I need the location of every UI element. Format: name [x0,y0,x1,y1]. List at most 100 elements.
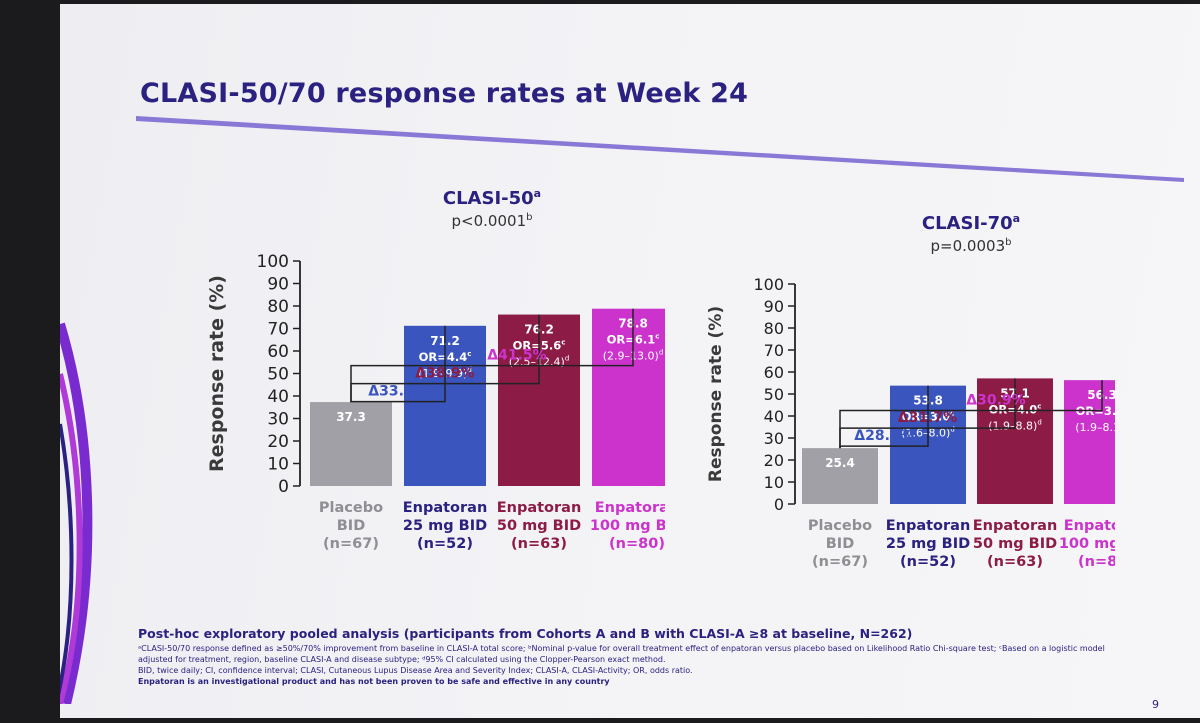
clasi-70-delta-label-0: Δ28.4% [854,428,913,444]
clasi-50-bar-ci-1: (1.9–9.9)d [418,366,472,380]
clasi-70-pvalue-sup: b [1005,237,1011,248]
clasi-50-bar-0 [310,402,392,486]
clasi-70-bar-or-text-2: OR=4.0 [989,402,1038,416]
clasi-70-ytick-label-50: 50 [764,385,784,404]
clasi-70-category-1-line-1: 25 mg BID [886,536,970,552]
clasi-70-category-0-line-0: Placebo [808,518,872,534]
clasi-70-category-1-line-0: Enpatoran [886,518,971,534]
clasi-50-title-text: CLASI-50 [443,188,534,209]
slide: CLASI-50/70 response rates at Week 24 CL… [60,4,1200,718]
clasi-50-bar-or-text-1: OR=4.4 [419,350,468,364]
footnote-heading: Post-hoc exploratory pooled analysis (pa… [138,626,913,641]
title-underline [136,116,1184,182]
clasi-70-category-0-line-2: (n=67) [812,554,868,570]
clasi-70-category-2-line-1: 50 mg BID [973,536,1057,552]
clasi-50-ytick-label-50: 50 [267,365,289,385]
clasi-70-bar-ci-1: (1.6–8.0)d [901,426,955,440]
clasi-50-ytick-label-30: 30 [267,410,289,430]
clasi-70-bar-ci-2: (1.9–8.8)d [988,418,1042,432]
clasi-70-ytick-label-0: 0 [774,495,784,514]
clasi-50-category-2-line-0: Enpatoran [497,500,582,516]
swoosh-stroke-2 [60,373,83,704]
clasi-50-bar-or-1: OR=4.4c [419,350,472,364]
clasi-50-ytick-label-90: 90 [267,275,289,295]
clasi-50-category-1-line-1: 25 mg BID [403,518,487,534]
clasi-70-bar-0 [802,448,878,504]
clasi-50-category-0-line-2: (n=67) [323,536,379,552]
clasi-70-ytick-label-20: 20 [764,451,784,470]
clasi-50-ytick-label-20: 20 [267,432,289,452]
clasi-50-category-3-line-0: Enpatoran [595,500,665,516]
clasi-50-category-2-line-1: 50 mg BID [497,518,581,534]
clasi-50-pvalue-sup: b [526,212,532,223]
clasi-70-bar-or-text-1: OR=3.6 [902,410,951,424]
clasi-50-bar-or-2: OR=5.6c [513,339,566,353]
clasi-50-bar-value-0: 37.3 [336,410,366,424]
clasi-50-bar-ci-sup-1: d [467,366,471,374]
clasi-70-bar-or-sup-1: c [950,410,954,418]
footnote-disclaimer: Enpatoran is an investigational product … [138,677,610,686]
title-underline-bar [136,116,1184,182]
clasi-70-delta-label-1: Δ31.7% [898,410,957,426]
clasi-70-category-0-line-1: BID [826,536,854,552]
clasi-50-ytick-label-80: 80 [267,297,289,317]
clasi-70-bar-ci-3: (1.9–8.1)d [1075,420,1115,434]
clasi-70-pvalue: p=0.0003b [931,237,1012,255]
clasi-70-ytick-label-80: 80 [764,319,784,338]
clasi-50-bar-ci-3: (2.9–13.0)d [603,349,664,363]
swoosh-stroke-1 [60,322,93,704]
clasi-50-bar-or-text-2: OR=5.6 [513,339,562,353]
clasi-70-category-3-line-0: Enpatoran [1064,518,1115,534]
footnotes: Post-hoc exploratory pooled analysis (pa… [138,626,1178,687]
swoosh-stroke-3 [60,423,74,696]
clasi-50-bar-or-text-3: OR=6.1 [607,333,656,347]
clasi-50-bar-or-sup-3: c [655,333,659,341]
clasi-70-bar-ci-sup-1: d [950,426,954,434]
footnote-line-2: adjusted for treatment, region, baseline… [138,655,666,664]
clasi-70-bar-or-1: OR=3.6c [902,410,955,424]
clasi-70-category-1-line-2: (n=52) [900,554,956,570]
clasi-70-bar-value-3: 56.3 [1087,388,1115,402]
clasi-50-category-1-line-0: Enpatoran [403,500,488,516]
clasi-70-bar-value-0: 25.4 [825,456,855,470]
clasi-50-bar-or-3: OR=6.1c [607,333,660,347]
clasi-50-title-sup: a [534,187,541,200]
footnote-line-1: ᵃCLASI-50/70 response defined as ≥50%/70… [138,644,1105,653]
clasi-50-pvalue: p<0.0001b [452,212,533,230]
clasi-50-category-3-line-2: (n=80) [609,536,665,552]
clasi-50-ytick-label-0: 0 [278,477,289,497]
clasi-50-bar-3 [592,308,665,486]
clasi-70-bar-ci-sup-2: d [1037,418,1041,426]
clasi-50-ytick-label-100: 100 [257,252,289,272]
clasi-50-ytick-label-60: 60 [267,342,289,362]
clasi-50-delta-label-1: Δ38.9% [415,366,474,382]
clasi-50-category-2-line-2: (n=63) [511,536,567,552]
clasi-50-y-axis-label: Response rate (%) [206,275,228,472]
clasi-70-ytick-label-40: 40 [764,407,784,426]
clasi-50-category-1-line-2: (n=52) [417,536,473,552]
clasi-50-delta-label-0: Δ33.9% [368,384,427,400]
clasi-70-delta-bracket-2 [839,380,1103,449]
clasi-70-title-text: CLASI-70 [922,213,1013,234]
clasi-70-y-axis-label: Response rate (%) [706,306,726,482]
clasi-70-bar-ci-text-3: (1.9–8.1) [1075,421,1115,434]
clasi-70-title-sup: a [1013,212,1020,225]
clasi-50-category-0-line-0: Placebo [319,500,383,516]
clasi-50-bar-ci-text-3: (2.9–13.0) [603,350,659,363]
clasi-70-category-2-line-0: Enpatoran [973,518,1058,534]
clasi-70-ytick-label-60: 60 [764,363,784,382]
clasi-50-pvalue-text: p<0.0001 [452,212,527,230]
slide-number: 9 [1152,698,1159,711]
clasi-70-category-2-line-2: (n=63) [987,554,1043,570]
clasi-70-delta-label-2: Δ30.9% [966,393,1025,409]
clasi-70-bar-or-2: OR=4.0c [989,402,1042,416]
clasi-50-bar-ci-sup-2: d [565,355,569,363]
clasi-70-category-3-line-1: 100 mg BID [1059,536,1115,552]
clasi-70-bar-ci-text-2: (1.9–8.8) [988,419,1037,432]
clasi-50-ytick-label-10: 10 [267,455,289,475]
clasi-70-pvalue-text: p=0.0003 [931,237,1006,255]
clasi-50-category-3-line-1: 100 mg BID [590,518,665,534]
slide-title: CLASI-50/70 response rates at Week 24 [140,78,749,109]
